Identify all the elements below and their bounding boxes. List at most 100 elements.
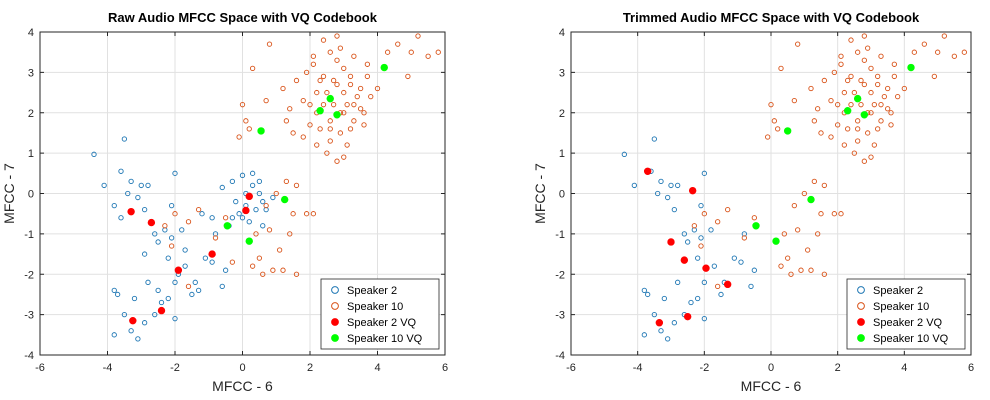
point-speaker-2 [249,170,256,176]
point-speaker-2 [260,198,266,205]
point-speaker-10 [791,97,797,104]
point-speaker-10 [185,219,192,225]
legend-marker [331,334,339,342]
point-speaker-10 [185,283,192,290]
point-speaker-10 [249,65,256,71]
point-speaker-10 [795,41,801,47]
point-speaker-10 [921,41,927,47]
point-speaker-10 [875,126,881,132]
point-speaker-2 [708,227,714,233]
point-speaker-2-vq [680,256,689,264]
point-speaker-2 [172,170,178,176]
point-speaker-10-vq [783,127,792,135]
legend-marker [857,334,865,342]
point-speaker-10 [273,190,279,197]
point-speaker-2 [141,320,148,326]
point-speaker-10 [931,73,937,80]
point-speaker-10 [283,178,290,185]
point-speaker-10 [425,53,431,59]
point-speaker-10 [320,37,327,43]
point-speaker-10 [741,235,747,241]
legend-label: Speaker 2 [873,285,923,297]
y-tick-label: -1 [24,229,34,241]
point-speaker-2 [165,295,171,302]
point-speaker-10 [283,118,290,124]
point-speaker-2 [239,172,246,178]
chart-title: Trimmed Audio MFCC Space with VQ Codeboo… [623,10,920,25]
y-tick-label: -4 [555,350,565,362]
point-speaker-10 [851,89,857,96]
point-speaker-10 [698,243,704,249]
point-speaker-10 [263,97,269,104]
legend-label: Speaker 10 [347,301,403,313]
point-speaker-10 [818,130,824,136]
legend-label: Speaker 10 VQ [347,333,423,345]
legend-marker [857,286,865,294]
point-speaker-2 [135,336,141,342]
point-speaker-10 [885,85,891,92]
point-speaker-10 [239,102,246,108]
point-speaker-10 [961,49,967,55]
point-speaker-2-vq [683,312,692,321]
point-speaker-10 [317,77,323,84]
point-speaker-2 [671,320,677,326]
point-speaker-10 [878,53,884,59]
point-speaker-10 [821,271,827,277]
point-speaker-10 [855,126,861,132]
point-speaker-10 [327,126,333,132]
point-speaker-10-vq [860,111,869,119]
point-speaker-10 [351,118,357,124]
point-speaker-2 [128,328,134,334]
point-speaker-10 [701,211,707,217]
y-tick-label: 1 [28,148,34,160]
point-speaker-10-vq [907,63,915,72]
point-speaker-2-vq [127,207,135,216]
point-speaker-10-vq [245,237,253,245]
point-speaker-10 [314,142,320,148]
point-speaker-10 [334,81,340,88]
point-speaker-10 [725,206,731,213]
point-speaker-10 [765,134,771,140]
point-speaker-2 [665,194,671,201]
point-speaker-2 [655,190,661,197]
point-speaker-10 [848,102,854,108]
point-speaker-10 [341,65,347,71]
points-layer [91,33,441,342]
legend-marker [331,318,339,326]
point-speaker-10-vq [752,222,760,230]
point-speaker-2-vq [174,266,183,274]
point-speaker-2 [91,151,97,157]
point-speaker-2-vq [667,238,675,246]
x-tick-label: 2 [307,362,313,374]
point-speaker-10 [347,81,354,88]
point-speaker-10 [368,93,374,100]
legend-label: Speaker 10 [873,301,929,313]
point-speaker-2 [131,295,138,302]
point-speaker-10 [891,73,897,80]
point-speaker-10 [270,267,276,273]
point-speaker-10 [212,235,219,241]
point-speaker-2 [658,328,664,334]
point-speaker-2-vq [723,280,732,289]
point-speaker-10 [868,154,874,160]
point-speaker-10 [715,219,721,225]
point-speaker-10 [347,126,354,132]
point-speaker-10 [851,150,857,156]
point-speaker-10 [811,178,817,185]
point-speaker-10 [785,255,791,261]
point-speaker-10 [861,158,867,164]
point-speaker-10 [266,227,273,233]
point-speaker-2-vq [208,250,216,258]
point-speaker-2 [209,215,215,221]
point-speaker-10 [249,263,256,269]
point-speaker-2-vq [147,218,156,227]
point-speaker-2 [219,283,225,290]
point-speaker-10 [781,231,787,237]
point-speaker-2 [695,295,701,302]
point-speaker-2 [222,267,229,273]
point-speaker-2 [675,279,681,285]
point-speaker-10 [320,102,327,108]
point-speaker-2 [145,182,151,189]
point-speaker-2 [641,287,647,294]
